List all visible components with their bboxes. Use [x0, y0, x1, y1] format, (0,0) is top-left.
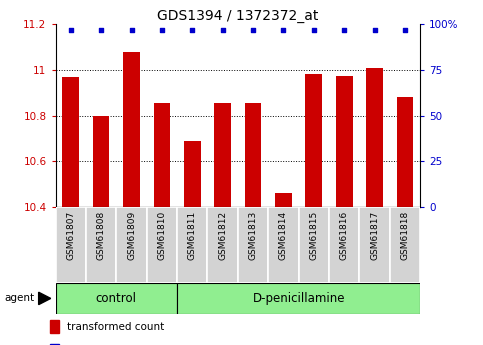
Bar	[116, 207, 147, 283]
Text: GSM61817: GSM61817	[370, 211, 379, 260]
Point	[341, 27, 348, 32]
Text: GSM61810: GSM61810	[157, 211, 167, 260]
Bar	[397, 97, 413, 207]
Point	[219, 27, 227, 32]
Bar	[147, 207, 177, 283]
Point	[158, 27, 166, 32]
Bar	[177, 207, 208, 283]
Bar	[56, 283, 177, 314]
Bar	[298, 207, 329, 283]
Point	[67, 27, 74, 32]
Bar	[245, 103, 261, 207]
Bar	[50, 320, 59, 333]
Bar	[184, 141, 200, 207]
Point	[128, 27, 135, 32]
Bar	[238, 207, 268, 283]
Text: GSM61811: GSM61811	[188, 211, 197, 260]
Text: GSM61815: GSM61815	[309, 211, 318, 260]
Bar	[275, 193, 292, 207]
Bar	[177, 283, 420, 314]
Bar	[50, 344, 59, 345]
Bar	[359, 207, 390, 283]
Point	[249, 27, 257, 32]
Text: D-penicillamine: D-penicillamine	[253, 292, 345, 305]
Bar	[123, 51, 140, 207]
Text: GSM61809: GSM61809	[127, 211, 136, 260]
Bar	[62, 77, 79, 207]
Point	[97, 27, 105, 32]
Point	[371, 27, 379, 32]
Text: GSM61807: GSM61807	[66, 211, 75, 260]
Point	[310, 27, 318, 32]
Text: agent: agent	[5, 294, 35, 303]
Bar	[86, 207, 116, 283]
Point	[401, 27, 409, 32]
Point	[188, 27, 196, 32]
Text: GSM61814: GSM61814	[279, 211, 288, 260]
Bar	[366, 68, 383, 207]
Text: control: control	[96, 292, 137, 305]
Text: GSM61813: GSM61813	[249, 211, 257, 260]
Bar	[154, 103, 170, 207]
Text: GSM61818: GSM61818	[400, 211, 410, 260]
Bar	[93, 116, 110, 207]
Bar	[214, 103, 231, 207]
Point	[280, 27, 287, 32]
Text: transformed count: transformed count	[67, 322, 165, 332]
Bar	[336, 76, 353, 207]
Text: GSM61808: GSM61808	[97, 211, 106, 260]
Bar	[305, 75, 322, 207]
Bar	[329, 207, 359, 283]
Bar	[208, 207, 238, 283]
Bar	[390, 207, 420, 283]
Bar	[268, 207, 298, 283]
Polygon shape	[39, 292, 51, 305]
Text: GSM61816: GSM61816	[340, 211, 349, 260]
Text: GSM61812: GSM61812	[218, 211, 227, 260]
Bar	[56, 207, 86, 283]
Title: GDS1394 / 1372372_at: GDS1394 / 1372372_at	[157, 9, 319, 23]
